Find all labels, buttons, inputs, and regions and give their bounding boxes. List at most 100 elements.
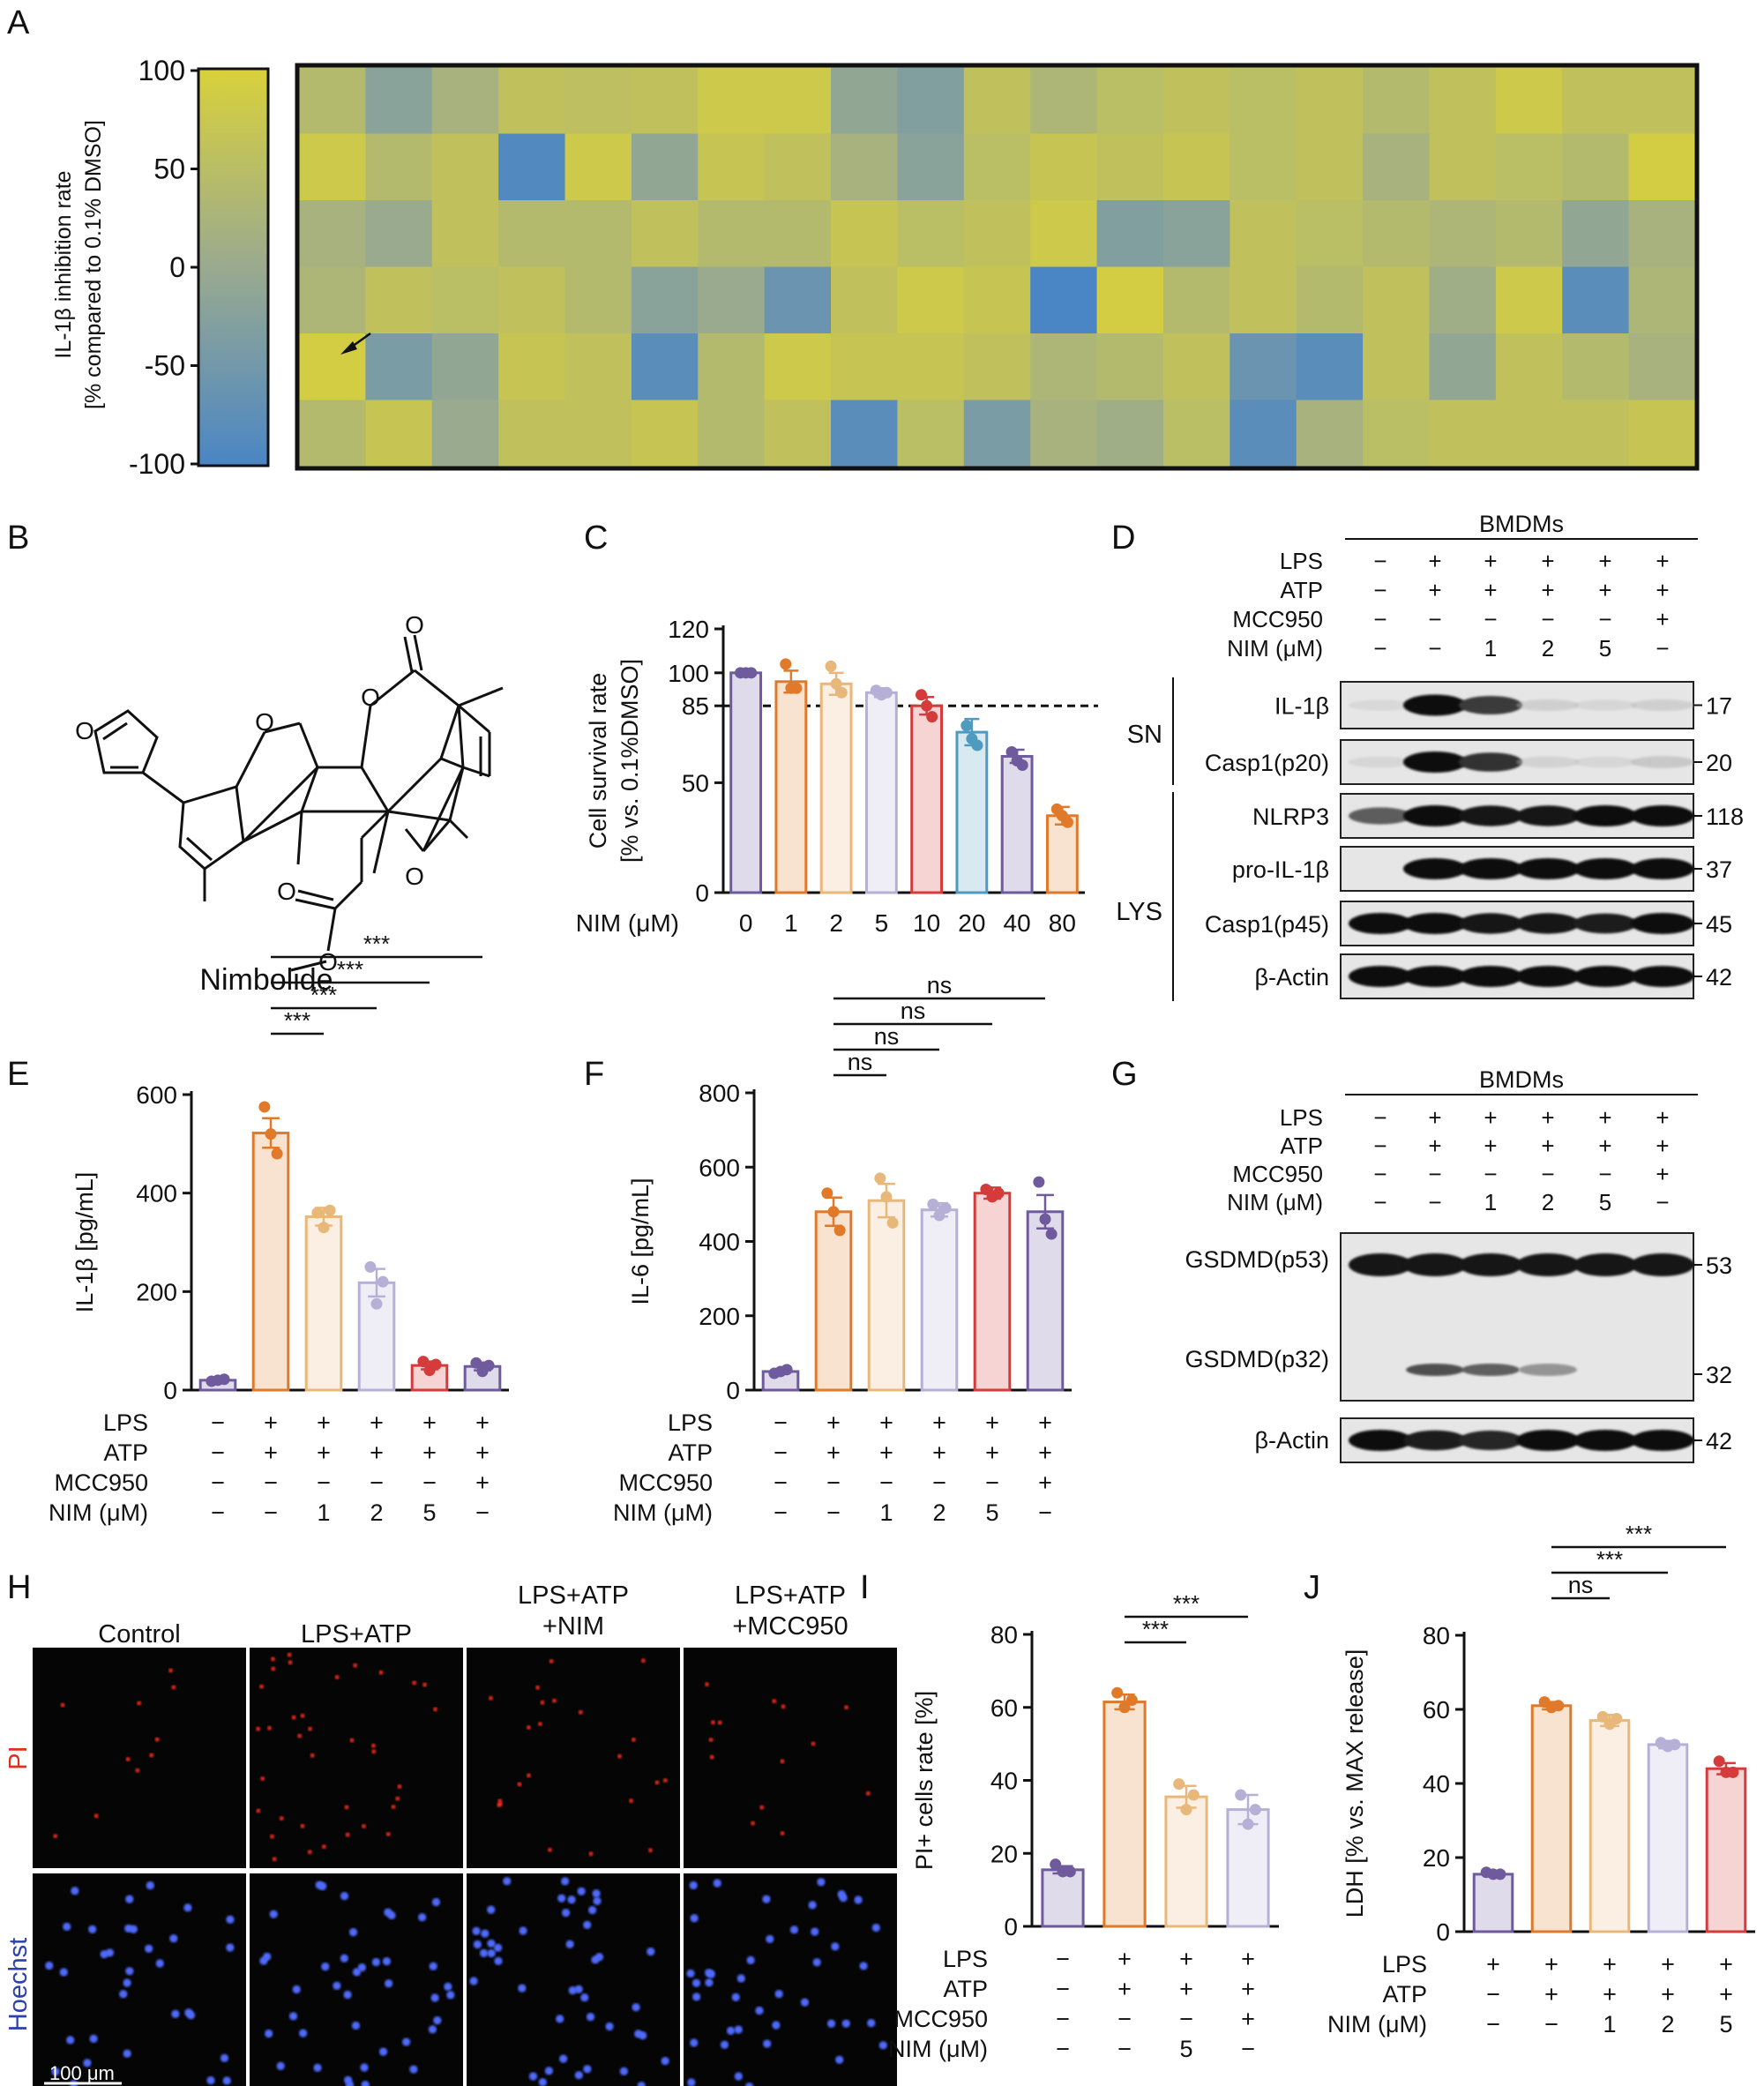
cell-spot [357, 1963, 366, 1972]
treatment-cell: − [1373, 1104, 1387, 1131]
treatment-cell: − [1656, 1189, 1669, 1215]
cell-spot [691, 1978, 701, 1987]
y-tick-label: 80 [1423, 1622, 1450, 1649]
heatmap-frame [295, 63, 1700, 471]
treatment-cell: + [1656, 1161, 1669, 1187]
treatment-cell: − [826, 1499, 841, 1526]
cell-spot [759, 1805, 765, 1810]
heatmap-cell [1495, 266, 1563, 334]
heatmap-cell [431, 133, 499, 201]
y-tick-label: 80 [990, 1621, 1018, 1649]
treatment-cell: + [1603, 1951, 1617, 1978]
bar [910, 704, 944, 894]
bar [955, 730, 989, 894]
heatmap-cell [1030, 266, 1098, 334]
panel-letter-f: F [584, 1056, 604, 1093]
heatmap-cell [1296, 67, 1364, 135]
cell-spot [559, 2054, 568, 2063]
cell-spot [588, 1905, 597, 1915]
cell-spot [226, 1943, 235, 1952]
cell-spot [333, 1981, 341, 1990]
cell-spot [59, 1968, 68, 1977]
treatment-cell: + [1541, 577, 1554, 603]
blot-band [1631, 699, 1694, 712]
heatmap-cell [299, 67, 366, 135]
data-point [821, 1187, 833, 1200]
treatment-cell: 2 [1542, 635, 1554, 662]
mw-label: 53 [1706, 1252, 1732, 1279]
treatment-row-label: ATP [1280, 1133, 1323, 1159]
treatment-cell: − [774, 1439, 788, 1466]
cell-spot [352, 1968, 362, 1977]
cell-spot [361, 2081, 370, 2086]
y-axis-label-line1: Cell survival rate [585, 673, 611, 849]
y-tick-label: 60 [1423, 1696, 1450, 1723]
blot-label: pro-IL-1β [1232, 856, 1329, 883]
heatmap-cell [431, 67, 499, 135]
cell-spot [736, 1974, 745, 1983]
cell-spot [288, 2012, 298, 2021]
cell-spot [654, 1780, 660, 1785]
blot-band [1459, 1253, 1522, 1276]
heatmap-cell [1162, 266, 1230, 334]
significance-label: *** [337, 956, 363, 983]
heatmap-cell [365, 133, 433, 201]
cell-spot [565, 1940, 574, 1948]
cell-spot [686, 1969, 695, 1978]
heatmap-cell [764, 67, 832, 135]
heatmap-cell [1296, 266, 1364, 334]
cell-spot [51, 2067, 60, 2076]
treatment-cell: + [1656, 1133, 1669, 1159]
group-label: LYS [1116, 898, 1162, 926]
panel-letter-h: H [7, 1569, 31, 1606]
bar [304, 1215, 343, 1392]
treatment-cell: 5 [1599, 1189, 1611, 1215]
cell-spot [811, 1741, 816, 1746]
cell-spot [662, 1778, 668, 1783]
data-point [1713, 1755, 1725, 1768]
heatmap-cell [631, 200, 699, 268]
x-tick-label: 10 [913, 909, 940, 937]
cell-spot [472, 1926, 481, 1936]
cell-spot [220, 2053, 229, 2062]
heatmap-cell [1628, 200, 1696, 268]
y-tick-label: 200 [699, 1303, 740, 1330]
cell-spot [360, 2063, 369, 2072]
cell-spot [169, 1934, 178, 1943]
treatment-cell: − [1484, 1161, 1497, 1187]
bar [1102, 1701, 1147, 1928]
cell-spot [149, 1753, 154, 1758]
y-axis-label: IL-1β [pg/mL] [71, 1172, 98, 1313]
heatmap-cell [1429, 200, 1497, 268]
blot-band [1631, 913, 1694, 934]
cell-spot [547, 1847, 552, 1852]
heatmap-cell [1628, 400, 1696, 467]
cell-spot [361, 1823, 366, 1828]
cell-spot [705, 1682, 709, 1687]
treatment-cell: + [985, 1439, 999, 1466]
blot-label: Casp1(p45) [1205, 911, 1329, 938]
blot-band [1519, 1364, 1577, 1376]
cell-spot [206, 2075, 215, 2085]
cell-spot [321, 1844, 326, 1850]
heatmap-cell [764, 400, 832, 467]
svg-text:O: O [405, 611, 424, 639]
svg-text:O: O [255, 708, 274, 736]
cell-spot [53, 1834, 58, 1839]
treatment-cell: − [264, 1469, 278, 1496]
treatment-row-label: NIM (μM) [1327, 2011, 1427, 2037]
y-axis-label: IL-6 [pg/mL] [627, 1178, 654, 1305]
micrograph [684, 1873, 897, 2086]
heatmap-cell [1495, 200, 1563, 268]
blot-band [1573, 699, 1637, 711]
treatment-cell: + [1541, 548, 1554, 574]
treatment-cell: + [475, 1439, 490, 1466]
cell-spot [640, 1658, 646, 1664]
cell-spot [63, 1922, 71, 1931]
cell-spot [371, 1749, 377, 1754]
bar [1530, 1704, 1573, 1933]
treatment-cell: + [1117, 1976, 1132, 2002]
micrograph [684, 1648, 897, 1868]
treatment-cell: + [1603, 1981, 1617, 2007]
